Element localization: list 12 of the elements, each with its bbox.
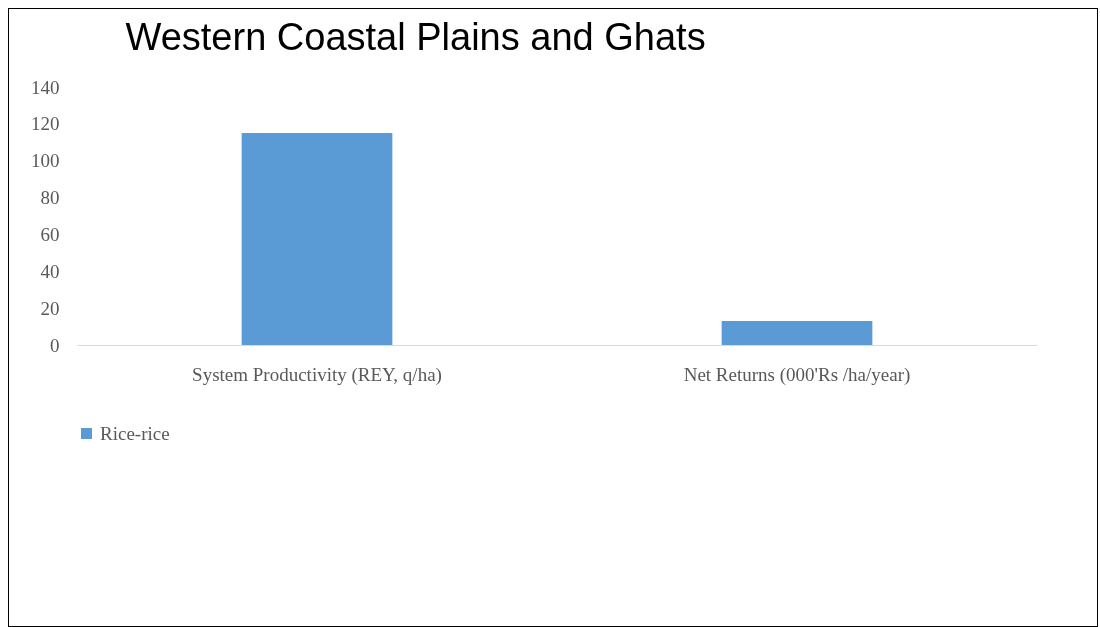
chart-title: Western Coastal Plains and Ghats (125, 16, 706, 58)
y-tick-label: 140 (31, 76, 60, 98)
y-tick-label: 20 (40, 297, 60, 319)
y-tick-label: 80 (40, 187, 60, 209)
y-tick-label: 60 (40, 223, 60, 245)
x-tick-label: Net Returns (000'Rs /ha/year) (683, 363, 911, 386)
x-tick-label: System Productivity (REY, q/ha) (192, 363, 442, 386)
y-tick-label: 100 (31, 150, 60, 172)
y-tick-label: 0 (50, 334, 60, 356)
y-tick-label: 120 (31, 113, 60, 135)
y-tick-label: 40 (40, 260, 60, 282)
legend-label: Rice-rice (100, 422, 170, 444)
